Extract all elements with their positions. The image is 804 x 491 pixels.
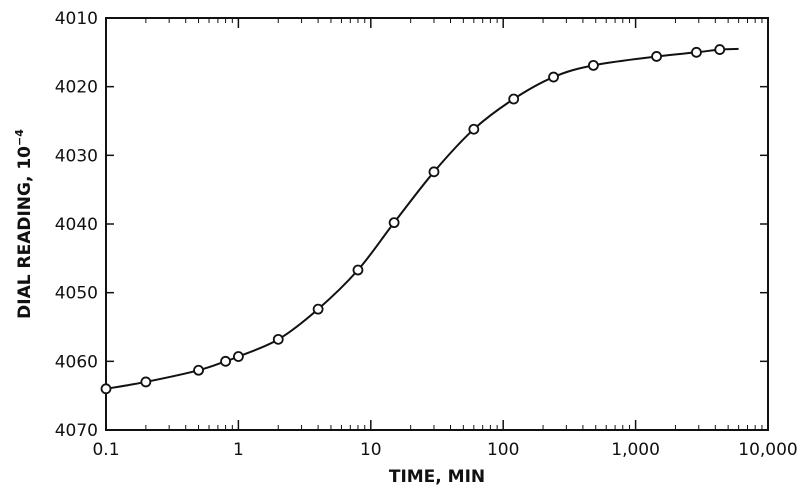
y-tick-label: 4030 [55,146,98,166]
y-tick-label: 4060 [55,352,98,372]
y-tick-label: 4040 [55,215,98,235]
x-tick-label: 1 [233,440,244,460]
data-point [468,123,480,135]
data-point [232,351,244,362]
data-point [587,59,599,71]
data-point [388,217,400,229]
x-tick-label: 1,000 [611,440,660,460]
y-tick-label: 4020 [55,78,98,98]
data-point [651,51,662,62]
data-point [140,376,152,388]
series-curve [105,47,739,390]
data-point [548,71,559,83]
y-tick-label: 4070 [55,421,98,441]
x-tick-label: 10 [360,440,382,460]
data-point [691,46,702,58]
data-point [220,355,231,367]
x-tick-label: 0.1 [92,440,119,460]
data-point [100,383,112,395]
y-axis-ticks: 4010 4020 4030 4040 4050 4060 4070 [55,9,768,441]
data-point [193,364,204,376]
x-tick-label: 100 [487,440,519,460]
data-point [272,333,284,345]
data-point [312,303,324,315]
x-axis-title: TIME, MIN [389,467,485,487]
y-tick-label: 4050 [55,284,98,304]
x-axis-ticks: 0.1 1 10 100 1,000 10,000 [92,18,798,460]
data-point [508,93,520,105]
data-point [714,44,726,55]
y-axis-title: DIAL READING, 10−4 [13,129,35,319]
y-axis-title-main: DIAL READING, 10 [15,146,35,319]
y-tick-label: 4010 [55,9,98,29]
data-point [352,264,364,276]
data-point [428,166,440,178]
y-axis-title-exponent: −4 [13,129,26,146]
series-points [100,44,726,395]
x-tick-label: 10,000 [738,440,797,460]
